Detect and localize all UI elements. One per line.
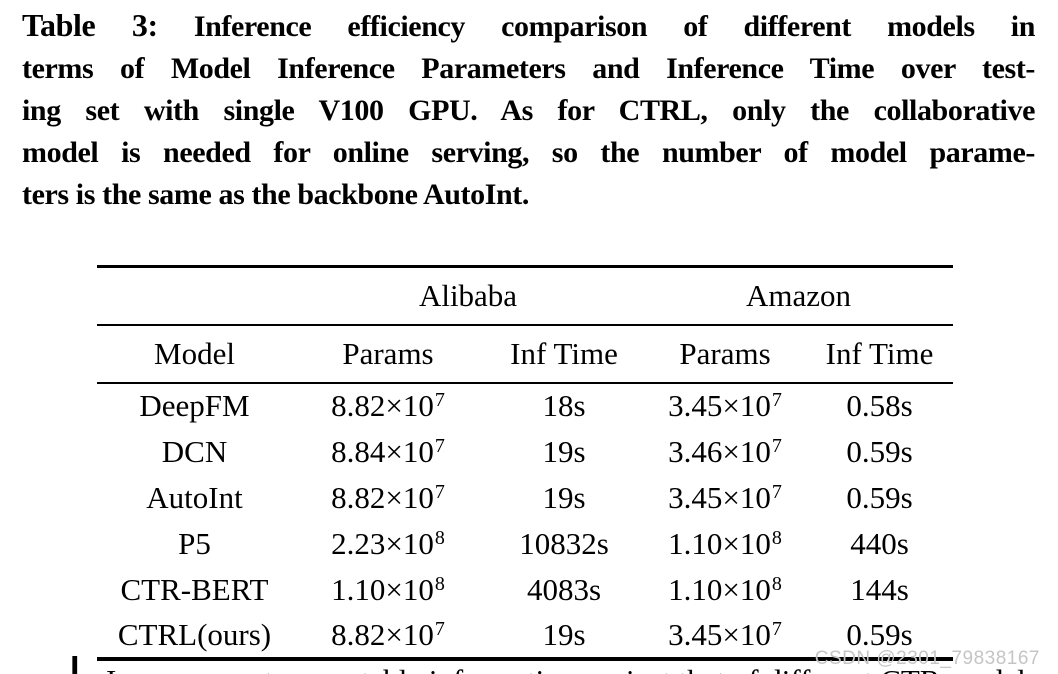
- alibaba-inf-time-value: 18s: [542, 388, 586, 423]
- model-name: AutoInt: [146, 479, 243, 515]
- params-base: 3.46×10: [668, 433, 771, 469]
- model-name: CTR-BERT: [120, 571, 269, 607]
- amazon-params-value: 3.46×107: [644, 429, 806, 475]
- caption-line-1: Table 3: Inference efficiency comparison…: [22, 4, 1035, 48]
- params-base: 1.10×10: [668, 525, 771, 561]
- alibaba-params-value: 8.82×107: [292, 475, 484, 521]
- caption-line-5: ters is the same as the backbone AutoInt…: [22, 178, 529, 211]
- amazon-params-value: 1.10×108: [644, 521, 806, 567]
- model-name: CTRL(ours): [117, 616, 272, 652]
- params-exponent: 8: [434, 572, 445, 595]
- amazon-inf-time-value: 0.59s: [846, 479, 913, 515]
- params-base: 3.45×10: [668, 479, 771, 515]
- column-header-amazon-inf-time: Inf Time: [806, 324, 954, 384]
- model-name: DCN: [161, 433, 228, 469]
- params-exponent: 7: [434, 434, 445, 457]
- params-base: 8.82×10: [331, 388, 434, 423]
- params-exponent: 7: [771, 617, 782, 640]
- params-base: 3.45×10: [668, 388, 771, 423]
- dataset-group-header-row: Alibaba Amazon: [97, 266, 954, 326]
- alibaba-inf-time-value: 19s: [542, 479, 586, 515]
- params-base: 8.82×10: [331, 479, 434, 515]
- amazon-params-value: 3.45×107: [644, 475, 806, 521]
- alibaba-params-value: 8.82×107: [292, 383, 484, 429]
- alibaba-params-value: 1.10×108: [292, 567, 484, 613]
- alibaba-params-value: 8.84×107: [292, 429, 484, 475]
- params-base: 1.10×10: [668, 571, 771, 607]
- amazon-params-value: 3.45×107: [644, 613, 806, 659]
- table-caption: Table 3: Inference efficiency comparison…: [22, 4, 1035, 216]
- table-row-autoint: AutoInt 8.82×107 19s 3.45×107 0.59s: [97, 475, 953, 521]
- column-header-model: Model: [97, 324, 292, 384]
- caption-line-3: ing set with single V100 GPU. As for CTR…: [22, 94, 1035, 127]
- group-header-empty-cell: [97, 266, 292, 326]
- alibaba-inf-time-value: 19s: [542, 616, 586, 652]
- params-base: 8.82×10: [331, 616, 434, 652]
- caption-line-4: model is needed for online serving, so t…: [22, 136, 1035, 169]
- model-name: P5: [178, 525, 211, 561]
- params-exponent: 7: [771, 434, 782, 457]
- amazon-inf-time-value: 0.58s: [846, 388, 913, 423]
- inference-efficiency-table-wrap: Alibaba Amazon Model Params Inf Time Par…: [97, 265, 954, 661]
- amazon-params-value: 1.10×108: [644, 567, 806, 613]
- table-row-deepfm: DeepFM 8.82×107 18s 3.45×107 0.58s: [97, 383, 953, 429]
- params-exponent: 7: [434, 617, 445, 640]
- inference-efficiency-table: Alibaba Amazon Model Params Inf Time Par…: [97, 265, 954, 661]
- table-row-p5: P5 2.23×108 10832s 1.10×108 440s: [97, 521, 953, 567]
- table-row-ctr-bert: CTR-BERT 1.10×108 4083s 1.10×108 144s: [97, 567, 953, 613]
- params-exponent: 7: [434, 389, 445, 411]
- amazon-inf-time-value: 144s: [850, 571, 909, 607]
- params-base: 8.84×10: [331, 433, 434, 469]
- clipped-bottom-strip: l Improvement on portable information ag…: [0, 656, 1058, 674]
- params-base: 2.23×10: [331, 525, 434, 561]
- params-exponent: 7: [771, 389, 782, 411]
- amazon-inf-time-value: 0.59s: [846, 616, 913, 652]
- params-exponent: 7: [771, 480, 782, 503]
- amazon-inf-time-value: 440s: [850, 525, 909, 561]
- alibaba-params-value: 2.23×108: [292, 521, 484, 567]
- column-header-amazon-params: Params: [644, 324, 807, 384]
- group-header-amazon: Amazon: [644, 266, 954, 326]
- caption-line-2: terms of Model Inference Parameters and …: [22, 52, 1035, 85]
- table-row-ctrl-ours: CTRL(ours) 8.82×107 19s 3.45×107 0.59s: [97, 613, 953, 659]
- column-header-alibaba-inf-time: Inf Time: [484, 324, 645, 384]
- model-name: DeepFM: [139, 388, 250, 423]
- params-exponent: 8: [771, 572, 782, 595]
- alibaba-params-value: 8.82×107: [292, 613, 484, 659]
- table-row-dcn: DCN 8.84×107 19s 3.46×107 0.59s: [97, 429, 953, 475]
- column-header-alibaba-params: Params: [292, 324, 484, 384]
- alibaba-inf-time-value: 10832s: [519, 525, 609, 561]
- group-header-alibaba: Alibaba: [292, 266, 645, 326]
- column-header-row: Model Params Inf Time Params Inf Time: [97, 324, 954, 384]
- amazon-inf-time-value: 0.59s: [846, 433, 913, 469]
- alibaba-inf-time-value: 19s: [542, 433, 586, 469]
- params-base: 3.45×10: [668, 616, 771, 652]
- caption-line-1-text: Inference efficiency comparison of diffe…: [193, 10, 1036, 43]
- params-exponent: 7: [434, 480, 445, 503]
- params-exponent: 8: [434, 526, 445, 549]
- amazon-params-value: 3.45×107: [644, 383, 806, 429]
- clipped-margin-glyph: l: [70, 656, 79, 674]
- params-exponent: 8: [771, 526, 782, 549]
- params-base: 1.10×10: [331, 571, 434, 607]
- caption-table-label: Table 3:: [22, 7, 158, 43]
- clipped-next-paragraph-line: Improvement on portable information agai…: [106, 665, 1026, 674]
- alibaba-inf-time-value: 4083s: [526, 571, 602, 607]
- csdn-watermark: CSDN @2301_79838167: [814, 648, 1040, 669]
